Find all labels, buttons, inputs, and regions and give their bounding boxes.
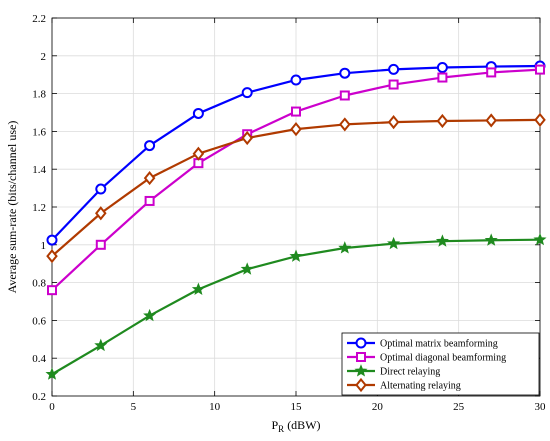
data-point bbox=[436, 62, 448, 74]
data-point bbox=[95, 239, 106, 250]
legend-label: Alternating relaying bbox=[380, 381, 461, 392]
data-point bbox=[192, 107, 204, 119]
data-point bbox=[95, 206, 107, 221]
x-tick-label: 30 bbox=[535, 401, 547, 413]
data-point bbox=[290, 74, 302, 86]
series-1 bbox=[46, 60, 546, 246]
x-axis-label: PR (dBW) bbox=[271, 418, 320, 434]
y-tick-label: 1.8 bbox=[32, 89, 46, 101]
y-tick-label: 1 bbox=[41, 240, 47, 252]
series-lines bbox=[45, 60, 547, 380]
legend-label: Optimal matrix beamforming bbox=[380, 339, 498, 350]
data-point bbox=[240, 262, 254, 275]
x-tick-label: 20 bbox=[372, 401, 384, 413]
y-tick-label: 0.4 bbox=[32, 353, 46, 365]
data-point bbox=[289, 249, 303, 262]
data-point bbox=[191, 282, 205, 295]
data-point bbox=[46, 234, 58, 246]
x-tick-label: 0 bbox=[49, 401, 55, 413]
data-point bbox=[290, 122, 302, 137]
data-point bbox=[534, 112, 546, 127]
x-tick-label: 25 bbox=[453, 401, 465, 413]
x-tick-label: 5 bbox=[131, 401, 137, 413]
data-point bbox=[143, 171, 156, 186]
data-point bbox=[387, 115, 400, 130]
legend-swatch-marker bbox=[355, 337, 367, 349]
data-point bbox=[241, 130, 253, 146]
data-point bbox=[387, 236, 401, 250]
legend-item: Direct relaying bbox=[347, 364, 440, 378]
data-point bbox=[535, 64, 545, 75]
data-point bbox=[533, 232, 547, 246]
data-point bbox=[95, 183, 107, 195]
x-tick-label: 10 bbox=[209, 401, 221, 413]
series-4 bbox=[46, 112, 546, 264]
data-point bbox=[338, 241, 352, 254]
y-tick-label: 0.2 bbox=[32, 391, 46, 403]
data-point bbox=[339, 67, 351, 79]
data-point bbox=[436, 113, 449, 129]
y-tick-label: 1.2 bbox=[32, 202, 46, 214]
axis-ticks: 0 5 10 15 20 25 30 0.2 0.4 0.6 0.8 1 1.2 1.4 1.6 1.8 2 2.… bbox=[32, 13, 546, 413]
y-tick-label: 0.6 bbox=[32, 315, 46, 327]
data-point bbox=[339, 117, 351, 132]
data-point bbox=[46, 249, 58, 264]
data-point bbox=[144, 195, 155, 206]
data-point bbox=[339, 90, 350, 101]
data-point bbox=[144, 140, 156, 152]
legend-item: Optimal matrix beamforming bbox=[347, 337, 498, 350]
legend-label: Direct relaying bbox=[380, 367, 440, 378]
data-point bbox=[437, 72, 448, 83]
y-axis-label: Average sum-rate (bits/channel use) bbox=[5, 121, 19, 294]
y-tick-label: 2.2 bbox=[32, 13, 46, 25]
series-3 bbox=[45, 232, 547, 380]
data-point bbox=[435, 234, 449, 247]
y-tick-label: 0.8 bbox=[32, 278, 46, 290]
x-axis-label-main: P bbox=[271, 418, 278, 432]
series-2 bbox=[47, 64, 545, 296]
x-axis-label-subscript: R bbox=[278, 424, 284, 434]
y-tick-label: 1.4 bbox=[32, 164, 46, 176]
data-point bbox=[192, 146, 205, 161]
data-point bbox=[291, 106, 301, 117]
data-point bbox=[485, 113, 497, 128]
data-point bbox=[388, 79, 399, 90]
legend-item: Alternating relaying bbox=[347, 377, 461, 393]
data-point bbox=[94, 338, 108, 352]
data-point bbox=[241, 87, 253, 99]
legend-swatch-marker bbox=[355, 377, 367, 393]
x-tick-label: 15 bbox=[291, 401, 303, 413]
x-axis-label-unit: (dBW) bbox=[284, 418, 320, 432]
y-tick-label: 1.6 bbox=[32, 126, 46, 138]
data-point bbox=[486, 67, 497, 78]
data-point bbox=[143, 308, 157, 322]
legend-label: Optimal diagonal beamforming bbox=[380, 353, 506, 364]
legend-swatch-marker bbox=[354, 364, 368, 377]
data-point bbox=[47, 285, 57, 296]
data-point bbox=[45, 367, 59, 380]
legend-swatch-marker bbox=[356, 352, 366, 362]
legend: Optimal matrix beamforming Optimal diagon… bbox=[341, 332, 540, 396]
legend-item: Optimal diagonal beamforming bbox=[347, 352, 506, 364]
data-point bbox=[484, 233, 498, 246]
data-point bbox=[388, 63, 400, 75]
y-tick-label: 2 bbox=[41, 51, 47, 63]
